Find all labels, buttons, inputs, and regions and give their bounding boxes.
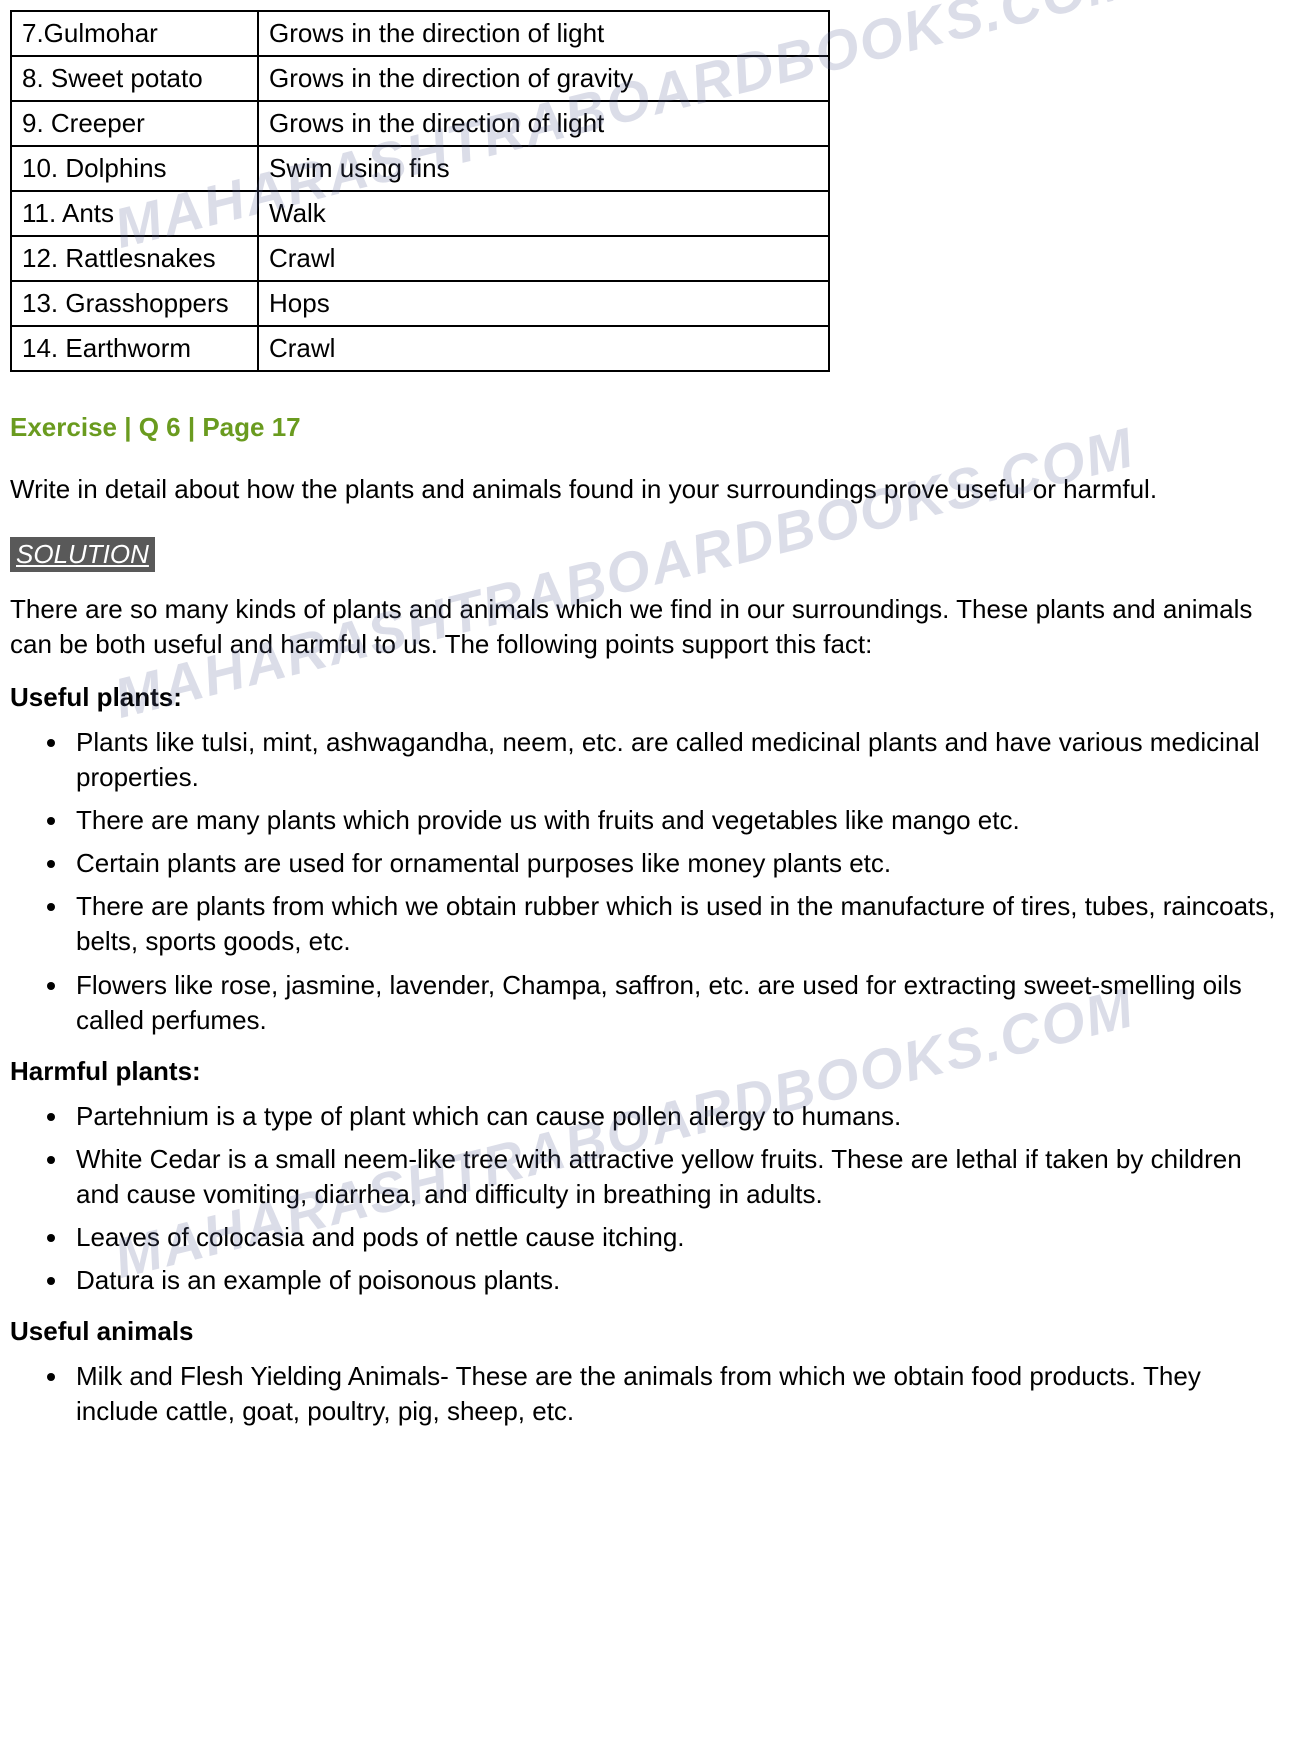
list-item: Flowers like rose, jasmine, lavender, Ch… — [70, 968, 1286, 1038]
list-item: There are many plants which provide us w… — [70, 803, 1286, 838]
list-item: Datura is an example of poisonous plants… — [70, 1263, 1286, 1298]
solution-intro: There are so many kinds of plants and an… — [10, 592, 1286, 662]
section-title: Useful plants: — [10, 682, 1286, 713]
table-cell-organism: 7.Gulmohar — [11, 11, 258, 56]
table-row: 13. GrasshoppersHops — [11, 281, 829, 326]
table-cell-organism: 9. Creeper — [11, 101, 258, 146]
table-cell-movement: Crawl — [258, 326, 829, 371]
table-cell-organism: 12. Rattlesnakes — [11, 236, 258, 281]
table-row: 8. Sweet potatoGrows in the direction of… — [11, 56, 829, 101]
table-row: 7.GulmoharGrows in the direction of ligh… — [11, 11, 829, 56]
section-list: Partehnium is a type of plant which can … — [10, 1099, 1286, 1298]
table-cell-movement: Crawl — [258, 236, 829, 281]
table-cell-organism: 13. Grasshoppers — [11, 281, 258, 326]
section-list: Milk and Flesh Yielding Animals- These a… — [10, 1359, 1286, 1429]
solution-label: SOLUTION — [10, 537, 155, 572]
table-row: 11. AntsWalk — [11, 191, 829, 236]
list-item: Milk and Flesh Yielding Animals- These a… — [70, 1359, 1286, 1429]
section-title: Useful animals — [10, 1316, 1286, 1347]
list-item: Leaves of colocasia and pods of nettle c… — [70, 1220, 1286, 1255]
table-row: 14. EarthwormCrawl — [11, 326, 829, 371]
table-cell-movement: Grows in the direction of light — [258, 101, 829, 146]
list-item: Certain plants are used for ornamental p… — [70, 846, 1286, 881]
table-cell-movement: Swim using fins — [258, 146, 829, 191]
list-item: White Cedar is a small neem-like tree wi… — [70, 1142, 1286, 1212]
section-list: Plants like tulsi, mint, ashwagandha, ne… — [10, 725, 1286, 1038]
exercise-heading: Exercise | Q 6 | Page 17 — [10, 412, 1286, 443]
table-cell-organism: 8. Sweet potato — [11, 56, 258, 101]
table-row: 12. RattlesnakesCrawl — [11, 236, 829, 281]
table-row: 9. CreeperGrows in the direction of ligh… — [11, 101, 829, 146]
table-cell-movement: Grows in the direction of light — [258, 11, 829, 56]
list-item: There are plants from which we obtain ru… — [70, 889, 1286, 959]
table-cell-movement: Grows in the direction of gravity — [258, 56, 829, 101]
list-item: Plants like tulsi, mint, ashwagandha, ne… — [70, 725, 1286, 795]
movement-table: 7.GulmoharGrows in the direction of ligh… — [10, 10, 830, 372]
table-cell-organism: 11. Ants — [11, 191, 258, 236]
table-cell-movement: Hops — [258, 281, 829, 326]
table-cell-organism: 14. Earthworm — [11, 326, 258, 371]
section-title: Harmful plants: — [10, 1056, 1286, 1087]
table-cell-organism: 10. Dolphins — [11, 146, 258, 191]
list-item: Partehnium is a type of plant which can … — [70, 1099, 1286, 1134]
table-row: 10. DolphinsSwim using fins — [11, 146, 829, 191]
table-cell-movement: Walk — [258, 191, 829, 236]
question-text: Write in detail about how the plants and… — [10, 473, 1286, 507]
